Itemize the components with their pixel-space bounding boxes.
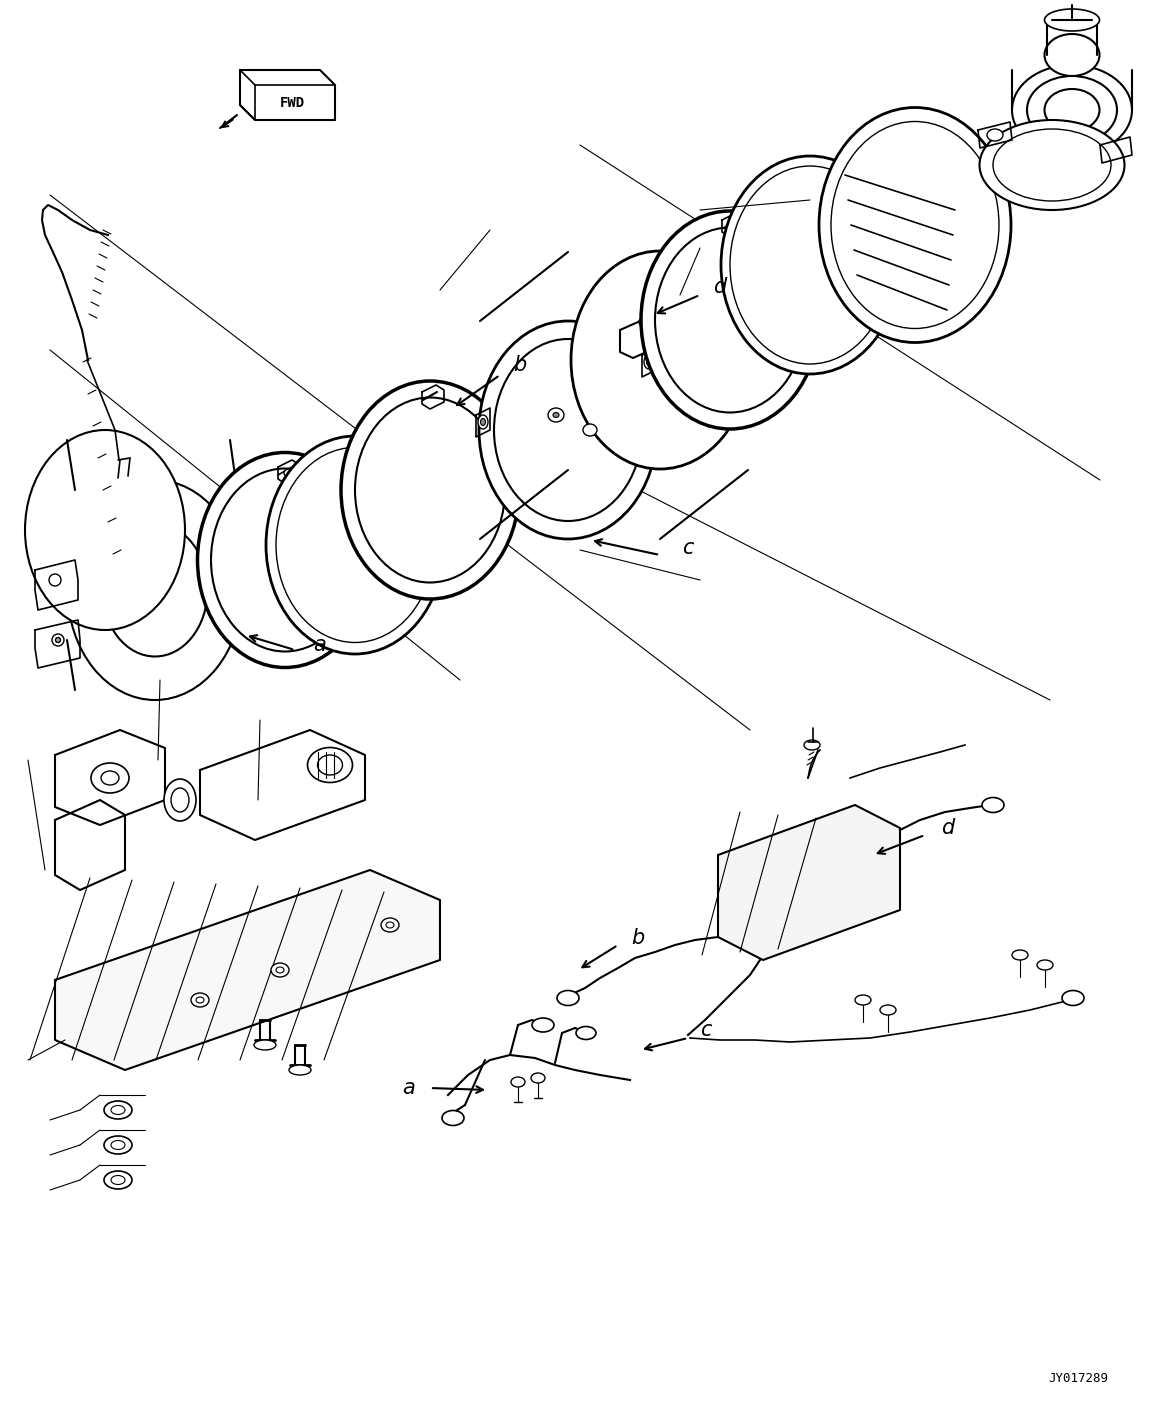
Ellipse shape [355,398,505,583]
Ellipse shape [266,436,444,653]
Polygon shape [55,799,124,889]
Ellipse shape [211,468,359,652]
Ellipse shape [730,166,890,364]
Ellipse shape [288,1065,311,1075]
Ellipse shape [56,638,60,642]
Ellipse shape [531,1019,554,1033]
Ellipse shape [511,1078,525,1087]
Ellipse shape [1044,8,1099,31]
Ellipse shape [49,575,60,586]
Ellipse shape [982,798,1004,812]
Ellipse shape [979,119,1125,209]
Ellipse shape [52,634,64,646]
Ellipse shape [571,251,749,469]
Ellipse shape [638,318,651,327]
Ellipse shape [494,339,642,521]
Polygon shape [422,385,444,409]
Ellipse shape [110,1106,124,1114]
Ellipse shape [101,771,119,785]
Ellipse shape [644,355,654,370]
Ellipse shape [271,962,288,976]
Ellipse shape [197,998,204,1003]
Ellipse shape [254,1040,276,1050]
Ellipse shape [381,917,399,932]
Ellipse shape [583,424,597,436]
Ellipse shape [171,788,190,812]
Ellipse shape [557,991,579,1006]
Ellipse shape [67,481,243,700]
Text: a: a [402,1078,415,1097]
Ellipse shape [1044,89,1099,131]
Polygon shape [278,459,300,483]
Text: FWD: FWD [279,96,305,110]
Ellipse shape [284,469,294,478]
Ellipse shape [480,419,485,426]
Ellipse shape [24,430,185,629]
Polygon shape [255,84,335,119]
Ellipse shape [104,1102,131,1118]
Ellipse shape [341,381,519,599]
Ellipse shape [804,740,820,750]
Polygon shape [200,731,365,840]
Ellipse shape [987,129,1003,140]
Ellipse shape [655,228,805,413]
Ellipse shape [993,129,1111,201]
Ellipse shape [576,1027,595,1040]
Ellipse shape [1062,991,1084,1006]
Ellipse shape [104,1137,131,1154]
Polygon shape [35,620,80,667]
Ellipse shape [1044,34,1099,76]
Ellipse shape [1012,65,1132,155]
Ellipse shape [276,967,284,974]
Text: b: b [632,927,644,948]
Ellipse shape [104,1170,131,1189]
Polygon shape [620,311,678,358]
Ellipse shape [91,763,129,792]
Polygon shape [35,561,78,610]
Ellipse shape [442,1110,464,1125]
Polygon shape [476,407,490,437]
Text: c: c [683,538,694,558]
Ellipse shape [721,156,899,374]
Text: JY017289: JY017289 [1048,1371,1108,1384]
Ellipse shape [317,754,342,776]
Polygon shape [642,348,656,377]
Ellipse shape [880,1005,896,1014]
Ellipse shape [110,1141,124,1149]
Ellipse shape [102,524,207,656]
Ellipse shape [655,336,665,344]
Ellipse shape [307,747,352,783]
Polygon shape [240,70,335,119]
Ellipse shape [110,1176,124,1184]
Polygon shape [978,122,1012,148]
Ellipse shape [1037,960,1053,969]
Ellipse shape [548,407,564,422]
Ellipse shape [276,448,434,642]
Polygon shape [722,214,744,237]
Text: d: d [941,818,955,837]
Text: a: a [314,635,327,655]
Polygon shape [55,731,165,825]
Ellipse shape [641,211,819,429]
Ellipse shape [478,414,488,429]
Ellipse shape [479,320,657,540]
Ellipse shape [855,995,871,1005]
Text: b: b [513,355,527,375]
Ellipse shape [552,413,559,417]
Ellipse shape [1027,76,1116,143]
Polygon shape [55,870,440,1071]
Ellipse shape [386,922,394,927]
Ellipse shape [832,121,999,329]
Ellipse shape [191,993,209,1007]
Text: c: c [700,1020,712,1040]
Ellipse shape [164,778,197,821]
Ellipse shape [647,358,651,365]
Ellipse shape [1012,950,1028,960]
Polygon shape [1100,138,1132,163]
Ellipse shape [198,452,372,667]
Ellipse shape [819,108,1011,343]
Polygon shape [718,805,900,960]
Ellipse shape [531,1073,545,1083]
Text: d: d [713,277,727,296]
